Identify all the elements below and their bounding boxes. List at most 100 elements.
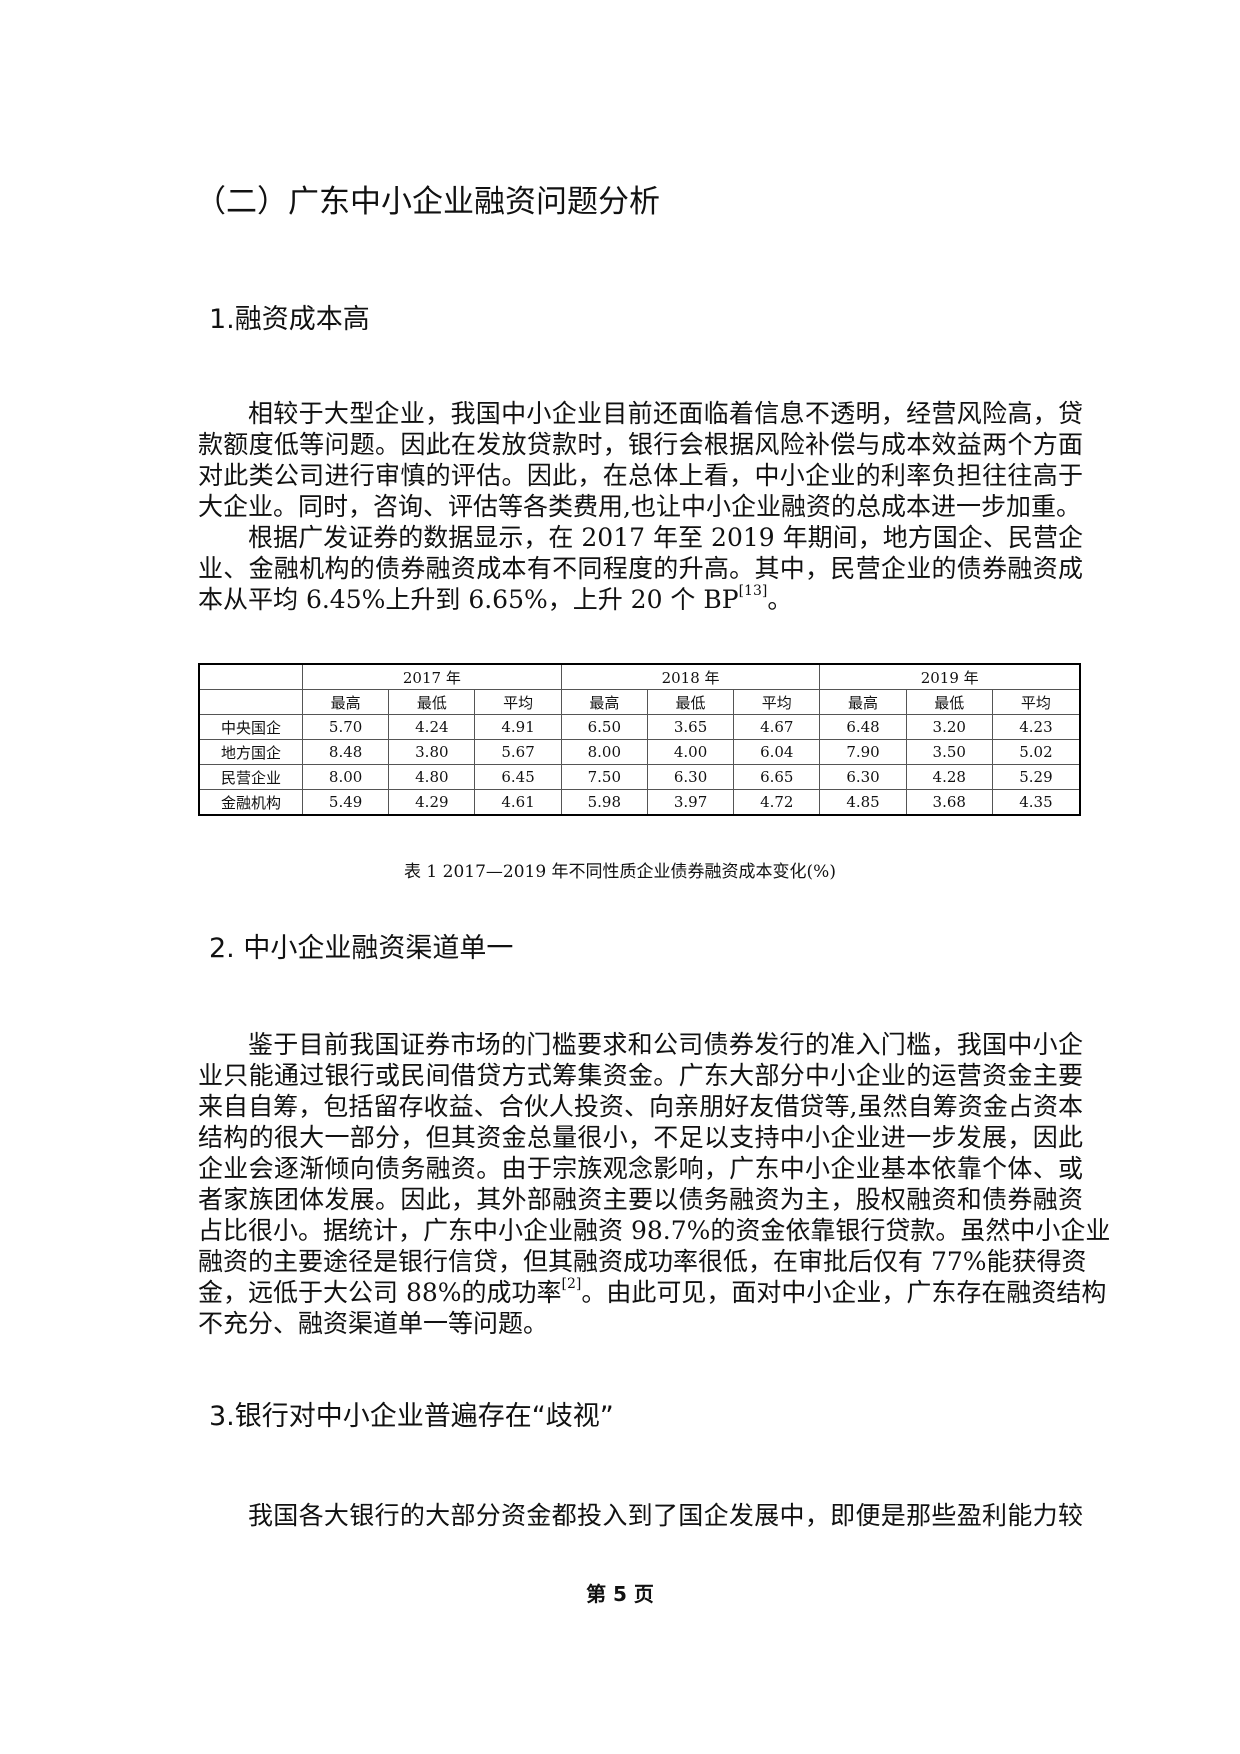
table-cell: 3.20 [905, 714, 993, 740]
table-cell: 3.50 [905, 739, 993, 765]
table-cell: 7.90 [819, 739, 907, 765]
subsection-title-3: 3.银行对中小企业普遍存在“歧视” [209, 1401, 614, 1432]
table-subheader: 平均 [991, 689, 1081, 715]
paragraph-financing-cost: 相较于大型企业，我国中小企业目前还面临着信息不透明，经营风险高，贷 款额度低等问题… [198, 398, 1083, 615]
table-subheader: 最高 [301, 689, 390, 715]
citation-reference: [13] [738, 583, 768, 599]
line-text: 企业会逐渐倾向债务融资。由于宗族观念影响，广东中小企业基本依靠个体、或 [198, 1154, 1083, 1183]
line-text: 融资的主要途径是银行信贷，但其融资成功率很低，在审批后仅有 77%能获得资 [198, 1247, 1087, 1276]
table-cell: 5.02 [991, 739, 1081, 765]
table-year-header: 2019 年 [819, 663, 1081, 690]
table-subheader: 平均 [733, 689, 821, 715]
table-cell: 8.00 [560, 739, 648, 765]
table-cell: 3.68 [905, 789, 993, 816]
table-cell: 4.24 [388, 714, 476, 740]
text-line: 融资的主要途径是银行信贷，但其融资成功率很低，在审批后仅有 77%能获得资 [198, 1246, 1087, 1277]
line-text: 业、金融机构的债券融资成本有不同程度的升高。其中，民营企业的债券融资成 [198, 554, 1083, 583]
table-year-header: 2018 年 [560, 663, 821, 690]
subsection-title-2: 2. 中小企业融资渠道单一 [209, 933, 514, 964]
text-line: 本从平均 6.45%上升到 6.65%，上升 20 个 BP[13]。 [198, 584, 1083, 615]
table-cell: 4.80 [388, 764, 476, 790]
text-line: 根据广发证券的数据显示，在 2017 年至 2019 年期间，地方国企、民营企 [198, 522, 1083, 553]
citation-reference: [2] [561, 1276, 582, 1292]
table-row: 金融机构 5.49 4.29 4.61 5.98 3.97 4.72 4.85 3.68 4.35 [198, 789, 1081, 816]
table-row: 中央国企 5.70 4.24 4.91 6.50 3.65 4.67 6.48 3.20 4.23 [198, 714, 1081, 740]
table-cell: 4.85 [819, 789, 907, 816]
text-line: 者家族团体发展。因此，其外部融资主要以债务融资为主，股权融资和债券融资 [198, 1184, 1083, 1215]
line-text: 相较于大型企业，我国中小企业目前还面临着信息不透明，经营风险高，贷 [248, 399, 1083, 428]
line-text: 鉴于目前我国证券市场的门槛要求和公司债券发行的准入门槛，我国中小企 [248, 1030, 1083, 1059]
row-label: 中央国企 [198, 714, 303, 740]
text-line: 相较于大型企业，我国中小企业目前还面临着信息不透明，经营风险高，贷 [198, 398, 1083, 429]
table-subheader: 最高 [819, 689, 907, 715]
table-cell: 4.00 [646, 739, 735, 765]
table-subheader: 最低 [905, 689, 993, 715]
table-cell: 6.65 [733, 764, 821, 790]
table-cell: 3.97 [646, 789, 735, 816]
table-corner-cell [198, 689, 303, 715]
line-text: 业只能通过银行或民间借贷方式筹集资金。广东大部分中小企业的运营资金主要 [198, 1061, 1083, 1090]
text-line: 鉴于目前我国证券市场的门槛要求和公司债券发行的准入门槛，我国中小企 [198, 1029, 1083, 1060]
table-cell: 3.80 [388, 739, 476, 765]
line-text: 。由此可见，面对中小企业，广东存在融资结构 [581, 1278, 1107, 1307]
table-cell: 6.48 [819, 714, 907, 740]
table-cell: 6.45 [474, 764, 562, 790]
line-text: 本从平均 6.45%上升到 6.65%，上升 20 个 BP [198, 585, 739, 614]
table-cell: 4.28 [905, 764, 993, 790]
table-row: 地方国企 8.48 3.80 5.67 8.00 4.00 6.04 7.90 3.50 5.02 [198, 739, 1081, 765]
text-line: 款额度低等问题。因此在发放贷款时，银行会根据风险补偿与成本效益两个方面 [198, 429, 1083, 460]
text-line: 大企业。同时，咨询、评估等各类费用,也让中小企业融资的总成本进一步加重。 [198, 491, 1083, 522]
text-line: 对此类公司进行审慎的评估。因此，在总体上看，中小企业的利率负担往往高于 [198, 460, 1083, 491]
line-text: 。 [767, 585, 793, 614]
table-corner-cell [198, 663, 303, 690]
table-cell: 4.91 [474, 714, 562, 740]
table-cell: 5.98 [560, 789, 648, 816]
table-cell: 8.00 [301, 764, 390, 790]
line-text: 金，远低于大公司 88%的成功率 [198, 1278, 562, 1307]
table-cell: 4.61 [474, 789, 562, 816]
text-line: 结构的很大一部分，但其资金总量很小，不足以支持中小企业进一步发展，因此 [198, 1122, 1083, 1153]
line-text: 款额度低等问题。因此在发放贷款时，银行会根据风险补偿与成本效益两个方面 [198, 430, 1083, 459]
table-cell: 5.70 [301, 714, 390, 740]
line-text: 大企业。同时，咨询、评估等各类费用,也让中小企业融资的总成本进一步加重。 [198, 492, 1081, 521]
table-cell: 3.65 [646, 714, 735, 740]
text-line: 不充分、融资渠道单一等问题。 [198, 1308, 1083, 1339]
table-subheader: 最低 [388, 689, 476, 715]
table-subheader-row: 最高 最低 平均 最高 最低 平均 最高 最低 平均 [198, 689, 1081, 715]
line-text: 对此类公司进行审慎的评估。因此，在总体上看，中小企业的利率负担往往高于 [198, 461, 1083, 490]
subsection-title-1: 1.融资成本高 [209, 304, 370, 335]
row-label: 金融机构 [198, 789, 303, 816]
table-cell: 6.30 [646, 764, 735, 790]
table-cell: 4.72 [733, 789, 821, 816]
paragraph-bank-discrimination: 我国各大银行的大部分资金都投入到了国企发展中，即便是那些盈利能力较 [198, 1500, 1083, 1531]
table-subheader: 平均 [474, 689, 562, 715]
table-cell: 6.50 [560, 714, 648, 740]
bond-cost-table: 2017 年 2018 年 2019 年 最高 最低 平均 最高 最低 平均 最高 最低 平均 … [198, 663, 1081, 816]
section-title: （二）广东中小企业融资问题分析 [195, 184, 660, 220]
table-cell: 6.04 [733, 739, 821, 765]
table-year-header-row: 2017 年 2018 年 2019 年 [198, 663, 1081, 690]
table-cell: 4.67 [733, 714, 821, 740]
text-line: 来自自筹，包括留存收益、合伙人投资、向亲朋好友借贷等,虽然自筹资金占资本 [198, 1091, 1083, 1122]
row-label: 地方国企 [198, 739, 303, 765]
table-cell: 5.67 [474, 739, 562, 765]
line-text: 不充分、融资渠道单一等问题。 [198, 1309, 549, 1338]
table-cell: 4.35 [991, 789, 1081, 816]
line-text: 结构的很大一部分，但其资金总量很小，不足以支持中小企业进一步发展，因此 [198, 1123, 1083, 1152]
table-row: 民营企业 8.00 4.80 6.45 7.50 6.30 6.65 6.30 4.28 5.29 [198, 764, 1081, 790]
text-line: 占比很小。据统计，广东中小企业融资 98.7%的资金依靠银行贷款。虽然中小企业 [198, 1215, 1110, 1246]
table-cell: 5.29 [991, 764, 1081, 790]
table-cell: 6.30 [819, 764, 907, 790]
text-line: 业只能通过银行或民间借贷方式筹集资金。广东大部分中小企业的运营资金主要 [198, 1060, 1083, 1091]
table-cell: 5.49 [301, 789, 390, 816]
text-line: 业、金融机构的债券融资成本有不同程度的升高。其中，民营企业的债券融资成 [198, 553, 1083, 584]
line-text: 我国各大银行的大部分资金都投入到了国企发展中，即便是那些盈利能力较 [248, 1501, 1083, 1530]
table-subheader: 最高 [560, 689, 648, 715]
text-line: 我国各大银行的大部分资金都投入到了国企发展中，即便是那些盈利能力较 [198, 1500, 1083, 1531]
table-cell: 8.48 [301, 739, 390, 765]
table-subheader: 最低 [646, 689, 735, 715]
table-year-header: 2017 年 [302, 663, 562, 690]
line-text: 占比很小。据统计，广东中小企业融资 98.7%的资金依靠银行贷款。虽然中小企业 [198, 1216, 1111, 1245]
table-cell: 7.50 [560, 764, 648, 790]
line-text: 来自自筹，包括留存收益、合伙人投资、向亲朋好友借贷等,虽然自筹资金占资本 [198, 1092, 1083, 1121]
